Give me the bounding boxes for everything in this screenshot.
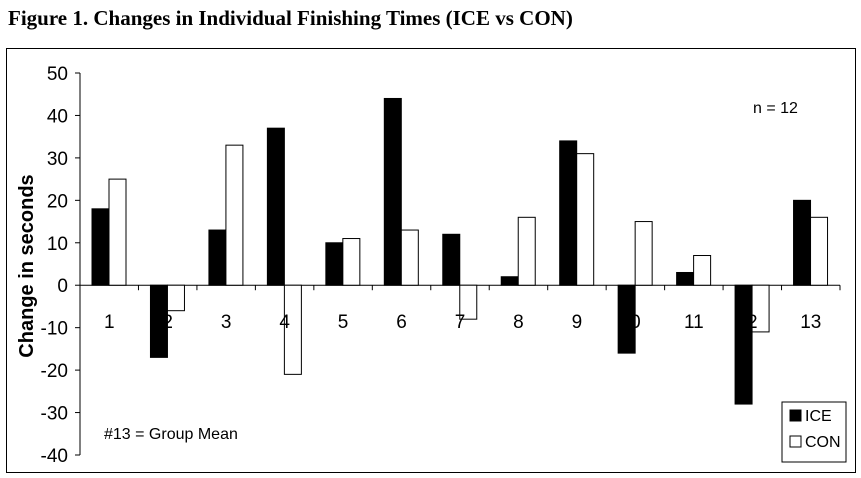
annotation-group-mean: #13 = Group Mean (104, 426, 238, 443)
legend-swatch-ice (789, 409, 802, 422)
bar-con (225, 144, 244, 286)
x-tick-label: 2 (162, 312, 173, 333)
y-tick-label: 40 (47, 106, 68, 127)
x-tick-label: 4 (279, 312, 290, 333)
x-tick-label: 3 (221, 312, 232, 333)
bar-con (459, 284, 478, 320)
legend-label-ice: ICE (805, 408, 832, 425)
bar-ice (266, 127, 285, 286)
x-tick-label: 1 (104, 312, 115, 333)
legend-label-con: CON (805, 434, 841, 451)
bar-con (751, 284, 770, 333)
x-tick-label: 6 (396, 312, 407, 333)
bar-con (400, 229, 419, 286)
x-tick-label: 2 (747, 312, 758, 333)
bar-ice (559, 140, 578, 286)
bar-con (283, 284, 302, 375)
bar-ice (500, 276, 519, 286)
x-tick-label: 5 (338, 312, 349, 333)
bar-ice (442, 233, 461, 286)
x-tick-label: 0 (630, 312, 641, 333)
bar-ice (325, 242, 344, 286)
y-tick-label: -40 (41, 446, 68, 467)
x-tick-label: 9 (572, 312, 583, 333)
x-tick-label: 13 (800, 312, 821, 333)
legend-swatch-con (789, 435, 802, 448)
bar-ice (734, 284, 753, 405)
bar-con (810, 216, 829, 286)
y-tick-label: 50 (47, 64, 68, 85)
y-tick-label: -20 (41, 361, 68, 382)
bar-ice (91, 208, 110, 286)
bar-con (634, 221, 653, 286)
bar-ice (676, 271, 695, 286)
bar-con (693, 255, 712, 286)
y-tick-label: 20 (47, 191, 68, 212)
y-tick-label: 0 (57, 276, 68, 297)
y-axis-title: Change in seconds (16, 174, 38, 357)
figure-title: Figure 1. Changes in Individual Finishin… (8, 6, 573, 30)
y-tick-label: -10 (41, 319, 68, 340)
x-tick-label: 11 (684, 312, 704, 333)
annotation-n: n = 12 (753, 100, 798, 117)
bar-ice (617, 284, 636, 354)
x-tick-label: 8 (513, 312, 524, 333)
bar-con (166, 284, 185, 312)
y-tick-label: 30 (47, 149, 68, 170)
y-tick-label: 10 (47, 234, 68, 255)
bar-con (342, 238, 361, 286)
bar-con (517, 216, 536, 286)
bar-ice (149, 284, 168, 358)
chart-frame (6, 48, 856, 473)
y-tick-label: -30 (41, 404, 68, 425)
bar-ice (383, 97, 402, 286)
bar-con (108, 178, 127, 286)
bar-con (576, 153, 595, 286)
bar-ice (793, 199, 812, 286)
x-tick-label: 7 (455, 312, 466, 333)
bar-ice (208, 229, 227, 286)
